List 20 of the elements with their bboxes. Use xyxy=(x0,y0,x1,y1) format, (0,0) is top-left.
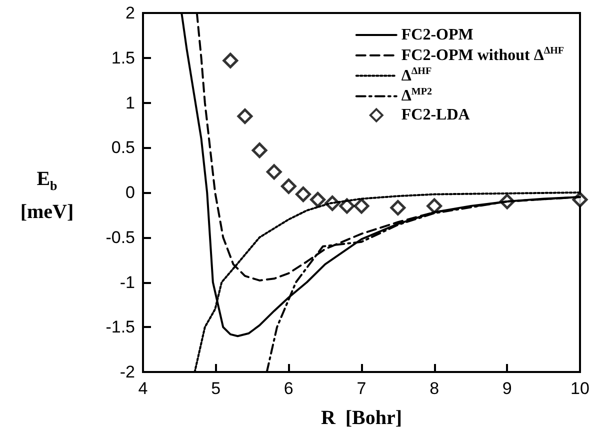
y-tick-label: -1.5 xyxy=(106,318,135,337)
y-tick-label: -0.5 xyxy=(106,228,135,247)
y-tick-label: 1.5 xyxy=(111,48,135,68)
x-tick-label: 10 xyxy=(570,379,590,398)
y-tick-label: -1 xyxy=(120,272,135,292)
y-tick-label: -2 xyxy=(120,362,135,382)
legend-label: FC2-LDA xyxy=(401,106,470,124)
legend-label: FC2-OPM xyxy=(401,26,474,44)
x-tick-label: 7 xyxy=(356,379,366,398)
x-tick-label: 6 xyxy=(284,379,294,398)
y-tick-label: 2 xyxy=(126,4,135,22)
y-axis-title: E$_{b}$ [meV] xyxy=(19,167,75,225)
x-tick-label: 5 xyxy=(211,379,221,398)
x-axis-title: R [Bohr] xyxy=(320,407,402,429)
x-tick-label: 4 xyxy=(138,379,148,398)
y-tick-label: 0.5 xyxy=(111,138,135,158)
x-tick-label: 8 xyxy=(430,379,440,398)
y-tick-label: 1 xyxy=(126,93,135,112)
x-tick-label: 9 xyxy=(502,379,512,398)
y-tick-label: 0 xyxy=(126,183,135,202)
